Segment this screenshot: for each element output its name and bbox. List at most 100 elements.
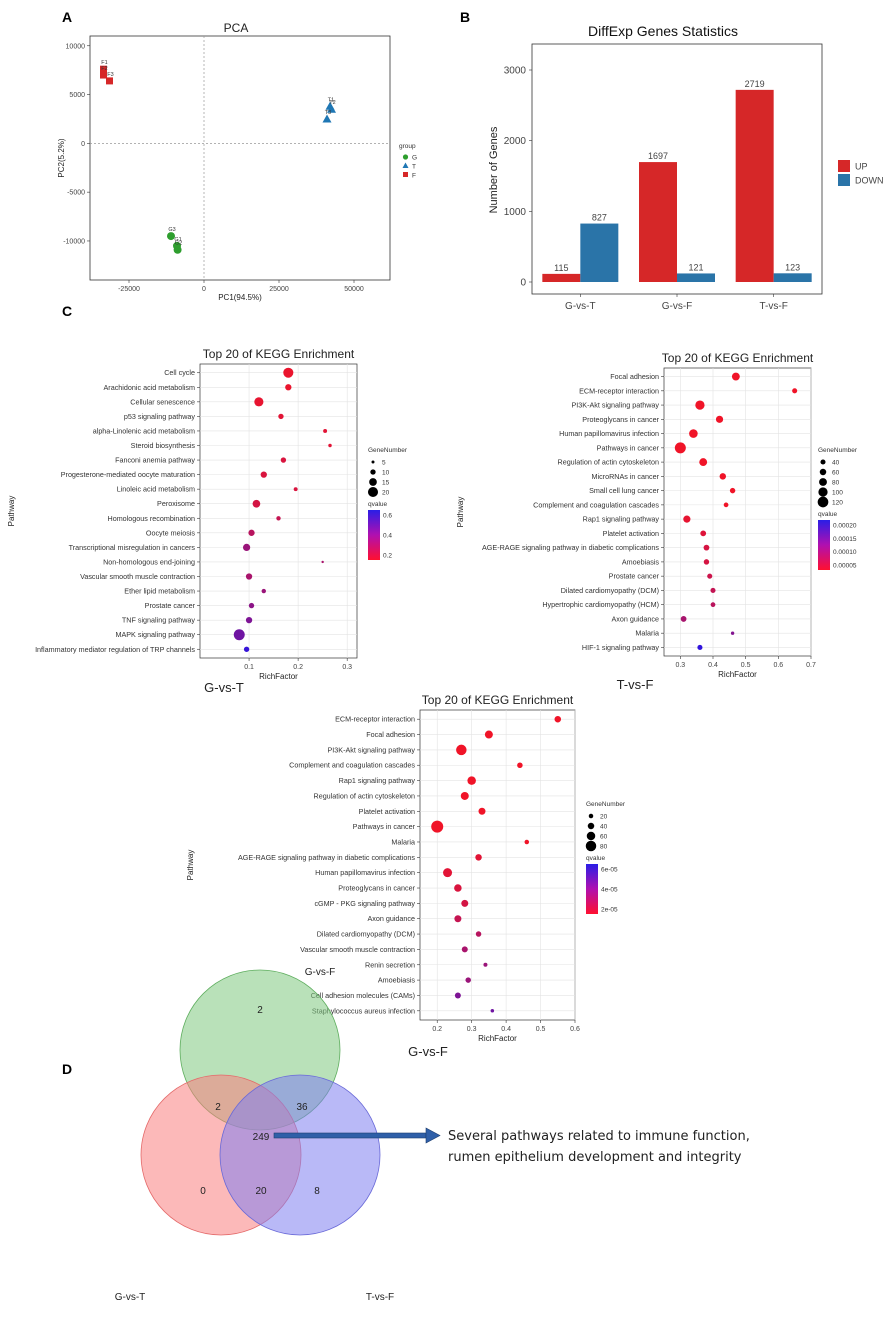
kegg-xtick-label: 0.4 — [501, 1026, 511, 1033]
bar-down — [773, 273, 812, 282]
kegg-dot — [243, 646, 250, 652]
kegg-size-legend-dot — [819, 478, 827, 486]
bar-up — [735, 89, 774, 282]
kegg-dot — [454, 884, 462, 892]
kegg-size-legend-label: 20 — [600, 814, 608, 821]
kegg-size-legend-title: GeneNumber — [368, 447, 408, 454]
diffexp-ylabel: Number of Genes — [488, 126, 500, 213]
kegg-pathway-label: Cellular senescence — [130, 397, 195, 406]
kegg-xtick-label: 0.6 — [570, 1026, 580, 1033]
pca-xtick-label: 0 — [202, 286, 206, 293]
venn-label-gvst: G-vs-T — [115, 1292, 146, 1303]
kegg-xtick-label: 0.3 — [467, 1026, 477, 1033]
bar-legend-label: UP — [855, 162, 868, 172]
kegg-size-legend-label: 20 — [382, 490, 390, 497]
kegg-title: Top 20 of KEGG Enrichment — [422, 693, 574, 707]
kegg-pathway-label: Dilated cardiomyopathy (DCM) — [561, 586, 659, 595]
pca-ytick-label: -10000 — [63, 238, 85, 245]
diffexp-chart: DiffExp Genes Statistics 0 1000 2000 3000 G-… — [488, 23, 884, 312]
kegg-pathway-label: Amoebiasis — [622, 557, 660, 566]
kegg-color-legend-label: 0.00010 — [833, 549, 857, 556]
pca-point — [167, 232, 175, 241]
kegg-xtick-label: 0.7 — [806, 662, 816, 669]
bar-ytick-label: 2000 — [504, 136, 527, 147]
pca-point-label: G3 — [168, 227, 175, 233]
kegg-pathway-label: Proteoglycans in cancer — [338, 884, 415, 893]
kegg-dot — [456, 744, 467, 756]
kegg-dot — [248, 602, 255, 609]
kegg-pathway-label: Malaria — [391, 837, 415, 846]
kegg-dot — [252, 499, 261, 508]
kegg-pathway-label: Oocyte meiosis — [146, 528, 196, 537]
kegg-size-legend-dot — [585, 840, 597, 852]
kegg-dot — [483, 962, 488, 967]
kegg-pathway-label: Rap1 signaling pathway — [583, 515, 660, 524]
pca-point-label: T2 — [329, 100, 335, 106]
kegg-size-legend-label: 40 — [600, 824, 608, 831]
bar-category-label: T-vs-F — [760, 301, 788, 312]
kegg-color-legend-title: qvalue — [818, 511, 838, 518]
kegg-pathway-label: Arachidonic acid metabolism — [104, 383, 195, 392]
kegg-pathway-label: Progesterone-mediated oocyte maturation — [61, 470, 195, 479]
pca-chart: PCA -25000 0 25000 50000 -10000 -5000 0 5000 100… — [57, 21, 417, 302]
kegg-color-legend-label: 6e-05 — [601, 867, 618, 874]
kegg-dot — [254, 397, 264, 407]
kegg-dot — [245, 617, 253, 624]
panel-letter-c: C — [62, 303, 72, 319]
kegg-size-legend-dot — [818, 487, 828, 497]
kegg-size-legend-label: 100 — [832, 490, 843, 497]
kegg-dot — [478, 807, 486, 815]
kegg-pathway-label: Dilated cardiomyopathy (DCM) — [317, 930, 415, 939]
pca-point-label: T3 — [325, 110, 331, 116]
kegg-pathway-label: HIF-1 signaling pathway — [582, 643, 660, 652]
kegg-dot — [475, 931, 482, 937]
panel-letter-a: A — [62, 9, 72, 25]
kegg-dot — [723, 502, 729, 508]
bar-legend-label: DOWN — [855, 176, 884, 186]
venn-label-tvsf: T-vs-F — [366, 1292, 394, 1303]
kegg-color-legend-title: qvalue — [586, 855, 606, 862]
kegg-size-legend-title: GeneNumber — [818, 447, 858, 454]
pca-legend-label: T — [412, 164, 416, 171]
venn-count-gf-tf: 36 — [296, 1102, 308, 1113]
kegg-pathway-label: Vascular smooth muscle contraction — [80, 572, 195, 581]
kegg-subtitle: G-vs-T — [204, 680, 244, 695]
kegg-size-legend-dot — [586, 831, 596, 841]
pca-xtick-label: 50000 — [344, 286, 364, 293]
kegg-pathway-label: Staphylococcus aureus infection — [312, 1006, 415, 1015]
venn-label-gvsf: G-vs-F — [305, 967, 336, 978]
kegg-dot — [703, 559, 710, 565]
kegg-size-legend-label: 40 — [832, 460, 840, 467]
pca-legend-swatch — [402, 162, 409, 168]
kegg-dot — [731, 372, 740, 381]
kegg-size-legend-dot — [367, 486, 379, 498]
kegg-size-legend-label: 120 — [832, 500, 843, 507]
kegg-color-legend-label: 0.2 — [383, 553, 392, 560]
kegg-dot — [465, 977, 471, 983]
kegg-color-legend-label: 0.00015 — [833, 536, 857, 543]
kegg-dot — [242, 543, 251, 552]
kegg-pathway-label: MAPK signaling pathway — [115, 630, 195, 639]
kegg-plot-area — [663, 367, 812, 657]
kegg-dot — [683, 515, 691, 523]
kegg-plot-area — [199, 363, 358, 659]
kegg-plot-area — [419, 709, 576, 1021]
kegg-dot — [454, 915, 462, 923]
kegg-pathway-label: PI3K-Akt signaling pathway — [328, 745, 416, 754]
kegg-dot — [700, 530, 707, 537]
panel-letter-b: B — [460, 9, 470, 25]
panel-letter-d: D — [62, 1061, 72, 1077]
pca-point — [327, 104, 336, 113]
bar-category-label: G-vs-T — [565, 301, 596, 312]
kegg-title: Top 20 of KEGG Enrichment — [203, 347, 355, 361]
kegg-size-legend-label: 10 — [382, 470, 390, 477]
kegg-dot — [467, 776, 476, 785]
venn-count-gf-gt: 2 — [215, 1102, 221, 1113]
bar-value-label: 827 — [592, 213, 607, 223]
bar-ytick-label: 0 — [520, 278, 526, 289]
kegg-dot — [278, 413, 284, 420]
kegg-color-legend-label: 0.6 — [383, 513, 392, 520]
kegg-pathway-label: Renin secretion — [365, 960, 415, 969]
